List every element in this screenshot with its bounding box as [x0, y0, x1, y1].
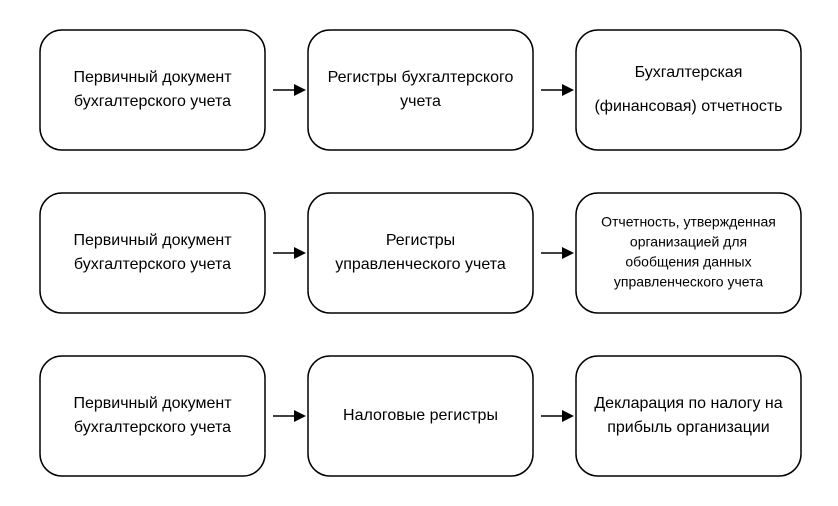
node-r1-c0-line: Первичный документ: [73, 232, 232, 249]
node-r1-c2-line: управленческого учета: [614, 274, 763, 290]
node-r1-c0: Первичный документ бухгалтерского учета: [40, 193, 265, 313]
node-r0-c2-line: (финансовая) отчетность: [594, 98, 782, 115]
node-r0-c0-line: Первичный документ: [73, 69, 232, 86]
node-r0-c0: Первичный документ бухгалтерского учета: [40, 30, 265, 150]
node-r1-c1-line: управленческого учета: [335, 256, 506, 273]
flowchart-diagram: Первичный документ бухгалтерского учета Ре…: [0, 0, 838, 506]
node-r2-c2-line: Декларация по налогу на: [594, 395, 782, 412]
node-r2-c2-line: прибыль организации: [607, 419, 770, 436]
arrow-r2-a1: [541, 410, 574, 422]
node-r1-c2-line: обобщения данных: [625, 254, 751, 270]
node-r2-c1-line: Налоговые регистры: [343, 407, 498, 424]
arrow-r0-a0: [273, 84, 306, 96]
node-r2-c0-line: Первичный документ: [73, 395, 232, 412]
node-r0-c2-line: Бухгалтерская: [635, 64, 743, 81]
node-r0-c2: Бухгалтерская (финансовая) отчетность: [576, 30, 801, 150]
node-r1-c2: Отчетность, утвержденная организацией для…: [576, 193, 801, 313]
arrow-r1-a0: [273, 247, 306, 259]
node-r0-c1-line: Регистры бухгалтерского: [328, 69, 514, 86]
node-r1-c0-line: бухгалтерского учета: [74, 256, 231, 273]
node-r1-c1: Регистры управленческого учета: [308, 193, 533, 313]
node-r2-c1: Налоговые регистры: [308, 356, 533, 476]
node-r1-c1-line: Регистры: [386, 232, 455, 249]
node-r2-c2: Декларация по налогу на прибыль организац…: [576, 356, 801, 476]
node-r2-c0-line: бухгалтерского учета: [74, 419, 231, 436]
arrow-r0-a1: [541, 84, 574, 96]
node-r2-c0: Первичный документ бухгалтерского учета: [40, 356, 265, 476]
arrow-r1-a1: [541, 247, 574, 259]
node-r0-c1: Регистры бухгалтерского учета: [308, 30, 533, 150]
node-r0-c1-line: учета: [400, 93, 441, 110]
node-r1-c2-line: организацией для: [630, 234, 747, 250]
arrow-r2-a0: [273, 410, 306, 422]
node-r1-c2-line: Отчетность, утвержденная: [601, 214, 776, 230]
node-r0-c0-line: бухгалтерского учета: [74, 93, 231, 110]
